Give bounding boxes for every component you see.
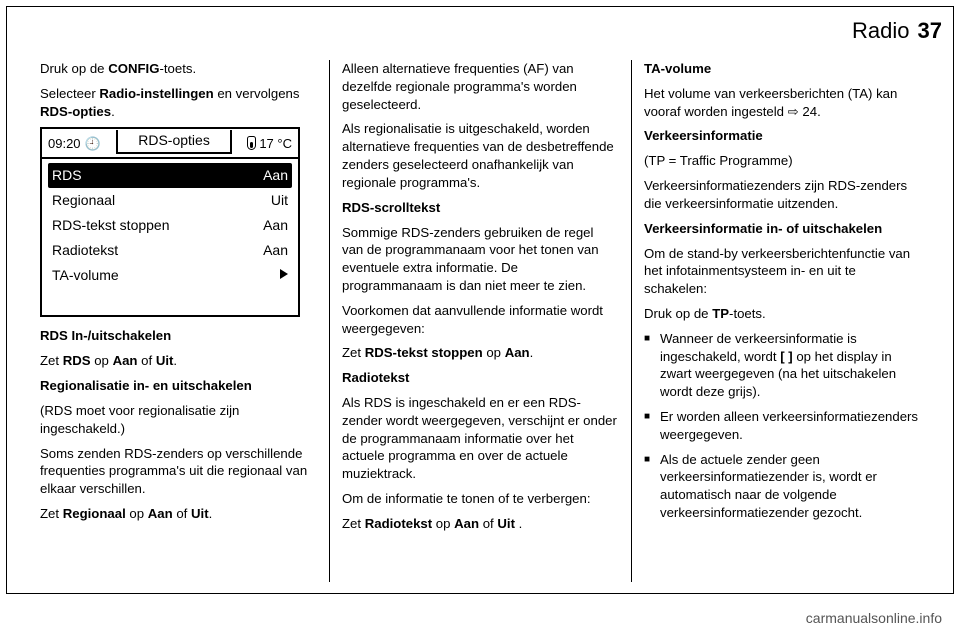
paragraph: Alleen alternatieve frequenties (AF) van… (342, 60, 618, 113)
device-screenshot: 09:20 🕘 RDS-opties 17 °C RDS Aan Regiona… (40, 127, 300, 317)
subheading: Radiotekst (342, 369, 618, 387)
list-item: Als de actuele zender geen verkeersinfor… (644, 451, 920, 522)
footer-url: carmanualsonline.info (806, 610, 942, 626)
bullet-list: Wanneer de verkeersinformatie is ingesch… (644, 330, 920, 522)
paragraph: Om de stand-by verkeersberichtenfunctie … (644, 245, 920, 298)
device-menu: RDS Aan Regionaal Uit RDS-tekst stoppen … (42, 159, 298, 291)
device-header: 09:20 🕘 RDS-opties 17 °C (42, 129, 298, 159)
list-item: Er worden alleen verkeersinformatiezende… (644, 408, 920, 444)
chevron-right-icon (280, 269, 288, 279)
subheading: Verkeersinformatie (644, 127, 920, 145)
header-section: Radio (852, 18, 909, 44)
paragraph: Als regionalisatie is uitgeschakeld, wor… (342, 120, 618, 191)
page-content: Druk op de CONFIG-toets. Selecteer Radio… (40, 60, 920, 582)
list-item: Wanneer de verkeersinformatie is ingesch… (644, 330, 920, 401)
subheading: RDS-scrolltekst (342, 199, 618, 217)
clock-time: 09:20 (48, 135, 81, 153)
paragraph: Voorkomen dat aanvullende informatie wor… (342, 302, 618, 338)
paragraph: Druk op de CONFIG-toets. (40, 60, 316, 78)
device-temp: 17 °C (259, 135, 292, 153)
paragraph: Zet Regionaal op Aan of Uit. (40, 505, 316, 523)
paragraph: Druk op de TP-toets. (644, 305, 920, 323)
clock-icon: 🕘 (85, 135, 101, 153)
paragraph: Zet Radiotekst op Aan of Uit . (342, 515, 618, 533)
device-title: RDS-opties (116, 130, 232, 154)
paragraph: Sommige RDS-zenders gebruiken de regel v… (342, 224, 618, 295)
paragraph: Zet RDS op Aan of Uit. (40, 352, 316, 370)
menu-row-rds[interactable]: RDS Aan (48, 163, 292, 188)
paragraph: Zet RDS-tekst stoppen op Aan. (342, 344, 618, 362)
subheading: TA-volume (644, 60, 920, 78)
page-number: 37 (918, 18, 942, 44)
paragraph: Als RDS is ingeschakeld en er een RDS-ze… (342, 394, 618, 483)
paragraph: (RDS moet voor regionalisatie zijn inges… (40, 402, 316, 438)
thermometer-icon (247, 136, 256, 150)
paragraph: Verkeersinformatiezenders zijn RDS-zende… (644, 177, 920, 213)
paragraph: Het volume van verkeersberichten (TA) ka… (644, 85, 920, 121)
subheading: RDS In-/uitschakelen (40, 327, 316, 345)
paragraph: Soms zenden RDS-zenders op verschillende… (40, 445, 316, 498)
paragraph: (TP = Traffic Programme) (644, 152, 920, 170)
paragraph: Selecteer Radio-instellingen en vervolge… (40, 85, 316, 121)
menu-row-regionaal[interactable]: Regionaal Uit (48, 188, 292, 213)
subheading: Verkeersinformatie in- of uitschakelen (644, 220, 920, 238)
menu-row-rds-tekst-stoppen[interactable]: RDS-tekst stoppen Aan (48, 213, 292, 238)
subheading: Regionalisatie in- en uitschakelen (40, 377, 316, 395)
paragraph: Om de informatie te tonen of te verberge… (342, 490, 618, 508)
menu-row-radiotekst[interactable]: Radiotekst Aan (48, 238, 292, 263)
menu-row-ta-volume[interactable]: TA-volume (48, 263, 292, 288)
